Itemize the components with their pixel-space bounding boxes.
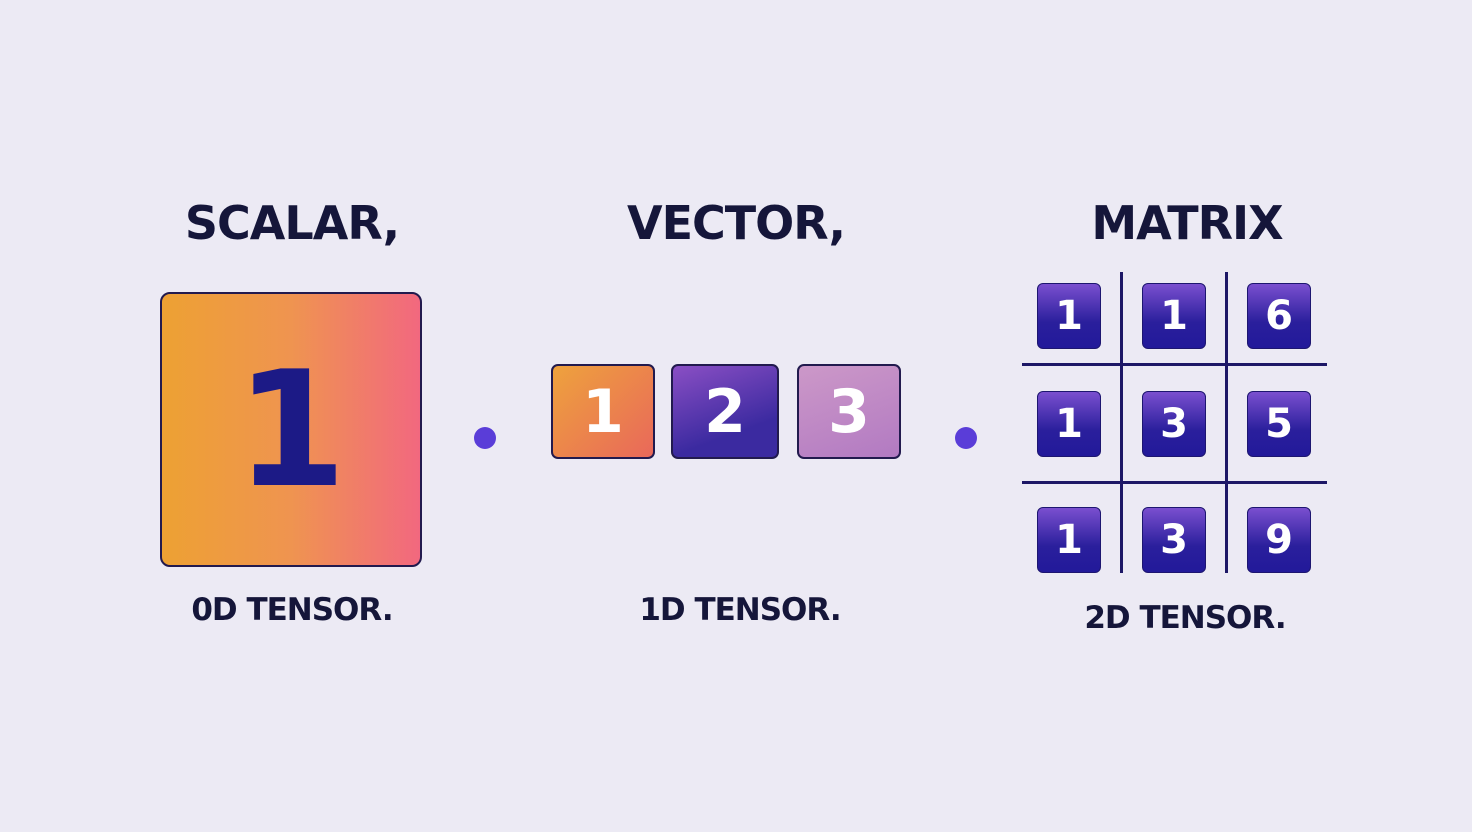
label-1d-tensor: 1D TENSOR. [639,592,841,628]
label-2d-tensor: 2D TENSOR. [1084,600,1286,636]
grid-line-vertical [1120,272,1123,573]
grid-line-horizontal [1022,363,1327,366]
matrix-cell: 9 [1247,507,1311,573]
title-vector: VECTOR, [626,196,846,250]
vector-element: 3 [797,364,901,459]
matrix-cell: 3 [1142,391,1206,457]
separator-dot [955,427,977,449]
matrix-cell: 1 [1037,391,1101,457]
title-scalar: SCALAR, [184,196,400,250]
title-matrix: MATRIX [1091,196,1283,250]
grid-line-horizontal [1022,481,1327,484]
separator-dot [474,427,496,449]
matrix-cell: 5 [1247,391,1311,457]
scalar-box: 1 [160,292,422,567]
vector-element: 1 [551,364,655,459]
matrix-cell: 1 [1037,283,1101,349]
matrix-cell: 6 [1247,283,1311,349]
matrix-cell: 1 [1037,507,1101,573]
label-0d-tensor: 0D TENSOR. [191,592,393,628]
matrix-cell: 3 [1142,507,1206,573]
matrix-cell: 1 [1142,283,1206,349]
grid-line-vertical [1225,272,1228,573]
vector-element: 2 [671,364,779,459]
